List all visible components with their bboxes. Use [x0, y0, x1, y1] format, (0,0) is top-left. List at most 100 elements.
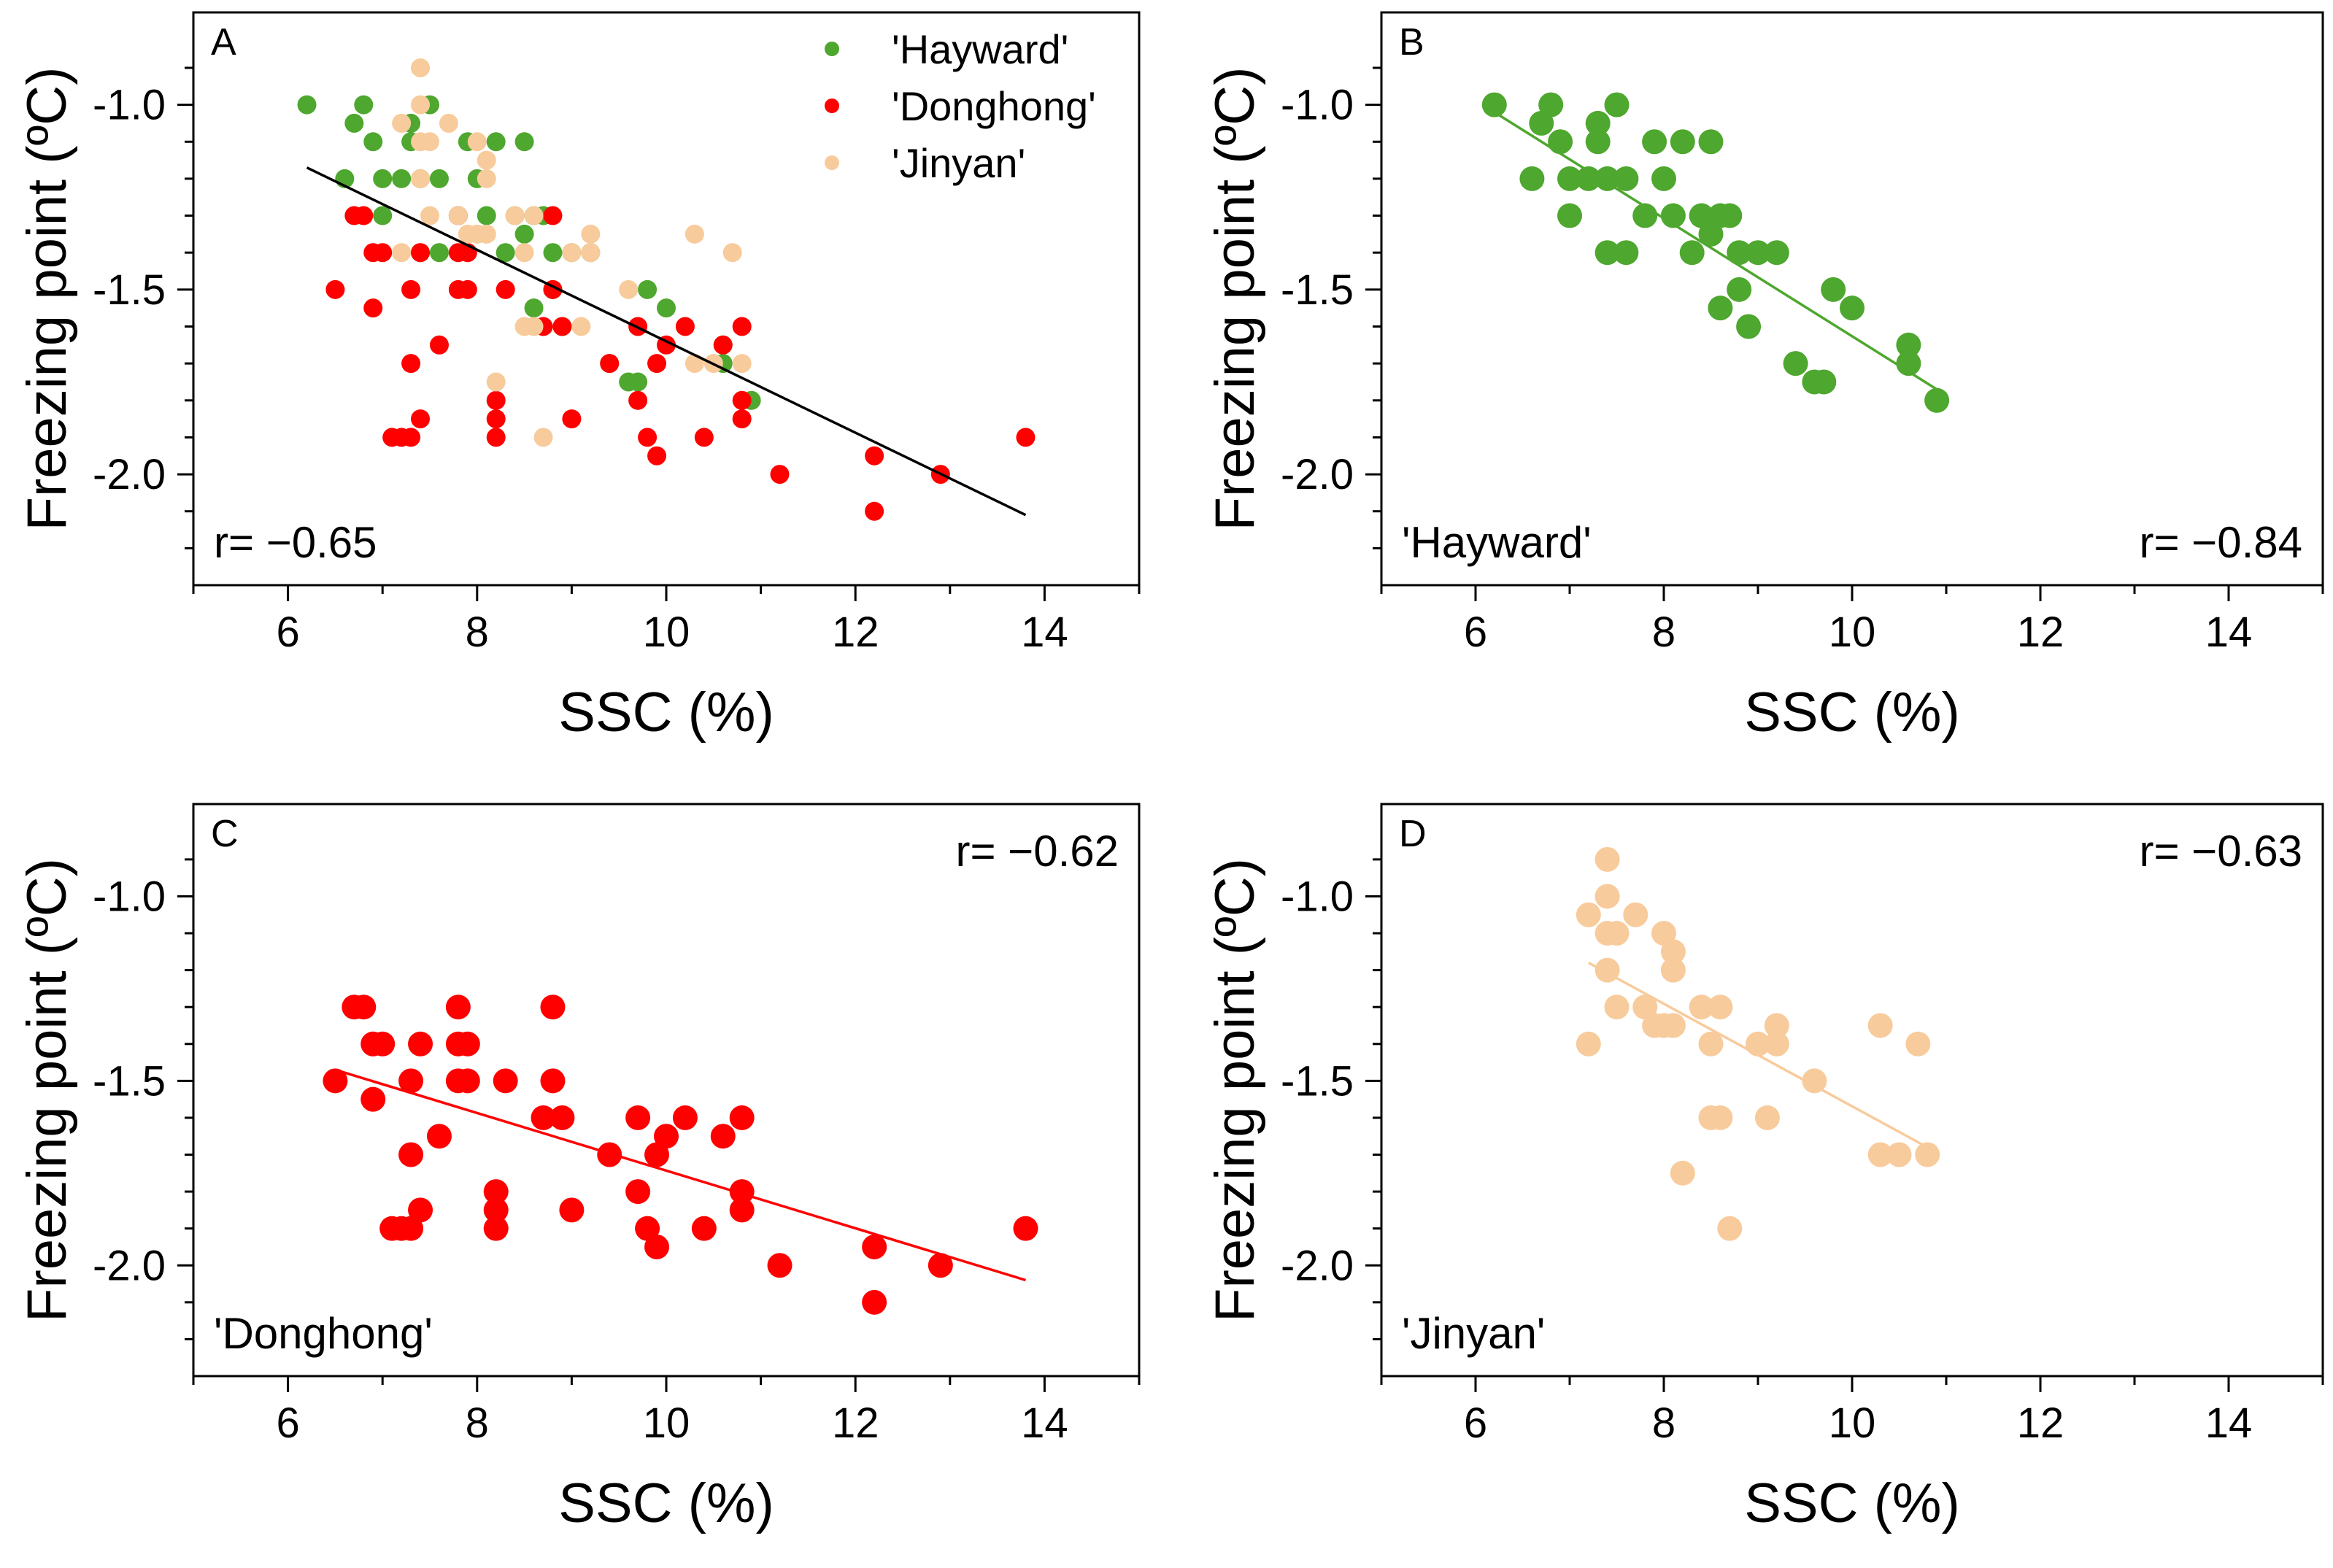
legend-label: 'Hayward' [892, 26, 1068, 72]
data-point [675, 317, 695, 336]
data-point [1764, 240, 1789, 266]
legend-label: 'Donghong' [892, 83, 1096, 129]
x-tick-label: 10 [643, 609, 690, 656]
y-tick-label: -1.5 [93, 266, 166, 314]
data-point [691, 1216, 717, 1241]
data-point [392, 243, 412, 263]
data-point [477, 206, 496, 225]
series-donghong [325, 206, 1036, 521]
data-point [420, 132, 439, 152]
data-point [477, 169, 496, 188]
data-point [619, 279, 639, 299]
y-tick-label: -2.0 [1281, 451, 1354, 498]
x-tick-label: 12 [2017, 1399, 2064, 1447]
data-point [1727, 240, 1752, 266]
data-point [448, 206, 468, 225]
data-point [514, 243, 534, 263]
data-point [1708, 995, 1733, 1020]
x-tick-label: 12 [2017, 609, 2064, 656]
data-point [486, 428, 506, 447]
correlation-annotation: r= −0.84 [2139, 518, 2302, 567]
data-point [722, 243, 742, 263]
y-tick-label: -1.0 [93, 873, 166, 920]
data-point [373, 206, 393, 225]
data-point [524, 317, 544, 336]
x-tick-label: 6 [1464, 1399, 1487, 1447]
x-tick-label: 14 [2205, 1399, 2253, 1447]
data-point [1746, 1031, 1770, 1057]
data-point [1924, 387, 1950, 413]
panel-c: 6 8 10 12 14 -1.0 -1.5 -2.0 SSC (%) Freezing poin… [16, 803, 1141, 1534]
data-point [351, 995, 377, 1020]
data-point [477, 150, 496, 170]
data-point [392, 169, 412, 188]
data-point [495, 279, 515, 299]
data-point [1679, 240, 1705, 266]
data-point [325, 279, 345, 299]
y-tick-label: -2.0 [93, 451, 166, 498]
panel-b: 6 8 10 12 14 -1.0 -1.5 -2.0 SSC (%) Freezing poin… [1204, 11, 2324, 744]
data-point [1576, 902, 1601, 927]
data-point [486, 132, 506, 152]
y-tick-label: -1.5 [1281, 266, 1354, 314]
y-tick-label: -2.0 [93, 1242, 166, 1289]
data-point [373, 243, 393, 263]
data-point [644, 1142, 670, 1167]
x-tick-label: 8 [1652, 1399, 1675, 1447]
data-point [1670, 1160, 1695, 1186]
data-point [486, 372, 506, 392]
data-point [767, 1253, 793, 1278]
data-point [411, 169, 431, 188]
data-point [493, 1068, 518, 1094]
data-point [1481, 92, 1507, 117]
x-axis-title: SSC (%) [1744, 681, 1960, 744]
x-tick-label: 14 [1021, 1399, 1068, 1447]
data-point [514, 132, 534, 152]
data-point [505, 206, 525, 225]
data-point [1557, 203, 1582, 228]
data-point [411, 95, 431, 115]
data-point [732, 317, 752, 336]
x-tick-label: 14 [2205, 609, 2253, 656]
data-point [1867, 1013, 1893, 1038]
data-point [1783, 351, 1808, 376]
data-point [1717, 203, 1743, 228]
data-point [486, 409, 506, 429]
data-point [1821, 277, 1846, 302]
data-point [1594, 884, 1620, 909]
y-tick-label: -2.0 [1281, 1242, 1354, 1289]
series-hayward [1481, 92, 1950, 413]
legend-marker [825, 99, 839, 113]
data-point [1811, 369, 1837, 395]
data-point [401, 354, 421, 374]
data-point [1538, 92, 1564, 117]
x-tick-label: 10 [1829, 1399, 1876, 1447]
data-point [549, 1105, 575, 1130]
cultivar-label: 'Donghong' [214, 1309, 433, 1358]
data-point [455, 1031, 480, 1057]
data-point [694, 428, 714, 447]
series-jinyan [1576, 846, 1940, 1241]
data-point [1651, 921, 1676, 946]
data-point [1557, 166, 1582, 191]
data-point [1519, 166, 1545, 191]
data-point [638, 428, 658, 447]
data-point [1548, 129, 1573, 155]
y-tick-label: -1.5 [1281, 1057, 1354, 1105]
data-point [1717, 1216, 1743, 1241]
data-point [562, 409, 582, 429]
data-point [445, 995, 471, 1020]
data-point [398, 1216, 424, 1241]
data-point [1698, 129, 1724, 155]
data-point [1764, 1031, 1789, 1057]
data-point [1529, 110, 1554, 136]
data-point [429, 243, 449, 263]
data-point [600, 354, 620, 374]
data-point [429, 169, 449, 188]
data-point [672, 1105, 698, 1130]
data-point [411, 243, 431, 263]
data-point [524, 206, 544, 225]
data-point [1660, 203, 1686, 228]
data-point [1754, 1105, 1780, 1130]
